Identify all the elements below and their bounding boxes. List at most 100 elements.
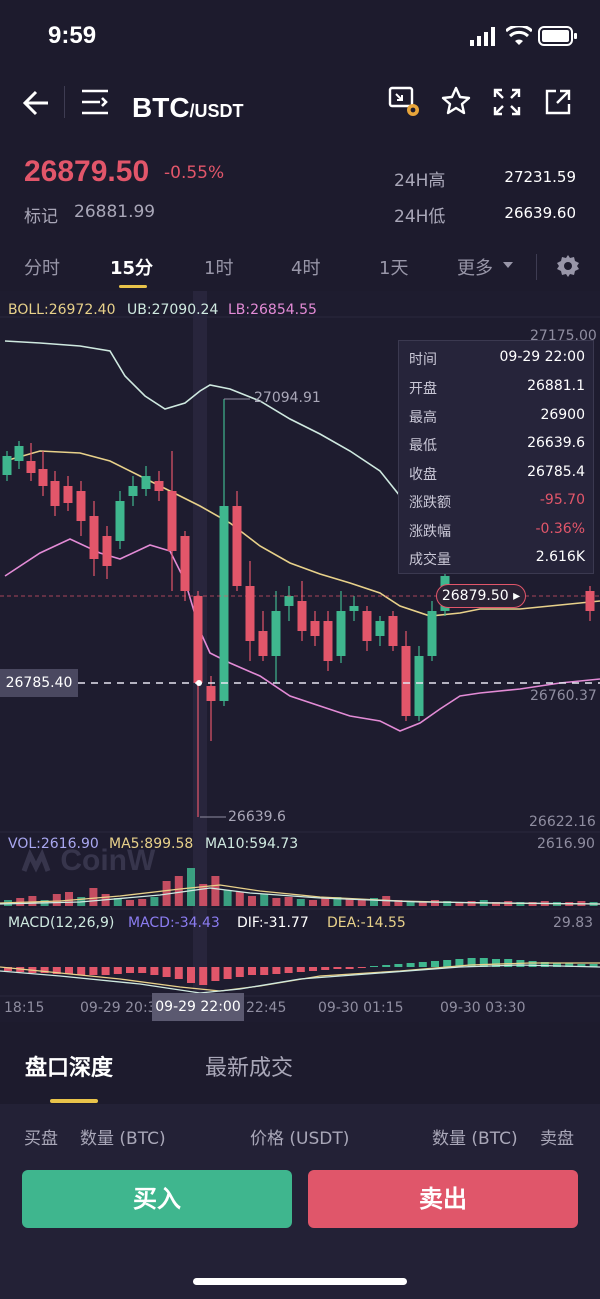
macd-bar (309, 967, 317, 971)
header-divider (64, 86, 65, 118)
macd-value: MACD:-34.43 (128, 915, 220, 931)
candle (349, 606, 359, 611)
candle (258, 631, 268, 656)
macd-bar (577, 964, 586, 967)
macd-bar (235, 967, 244, 977)
macd-bar (113, 967, 122, 974)
candle (193, 596, 203, 683)
volume-bar (309, 900, 317, 906)
candle (245, 586, 255, 641)
gear-icon[interactable] (556, 254, 580, 278)
volume-bar (406, 901, 415, 906)
pair-title[interactable]: BTC/USDT (132, 92, 244, 124)
volume-bar (150, 897, 159, 906)
volume-bar (235, 892, 244, 906)
tooltip-key: 涨跌幅 (409, 524, 451, 540)
macd-bar (418, 962, 427, 967)
macd-bar (40, 967, 49, 973)
ma5-value: MA5:899.58 (109, 836, 194, 852)
macd-bar (296, 967, 305, 972)
tooltip-value: -0.36% (535, 521, 585, 537)
tooltip-key: 成交量 (409, 552, 451, 568)
volume-bar (418, 902, 427, 906)
time-label-4: 09-30 01:15 (318, 1000, 404, 1016)
candle (284, 596, 294, 606)
tab-order-depth[interactable]: 盘口深度 (25, 1056, 114, 1081)
candle (362, 611, 372, 641)
tab-15min[interactable]: 15分 (110, 258, 154, 279)
sell-button[interactable]: 卖出 (308, 1170, 578, 1228)
candle (102, 536, 112, 566)
volume-bar (333, 897, 342, 906)
favorite-star-icon[interactable] (441, 86, 471, 116)
ask-label: 卖盘 (540, 1129, 574, 1149)
chart-settings-icon[interactable] (388, 86, 424, 118)
mark-price-label: 标记 (24, 207, 58, 227)
buy-button[interactable]: 买入 (22, 1170, 292, 1228)
share-icon[interactable] (544, 88, 572, 116)
time-label-5: 09-30 03:30 (440, 1000, 526, 1016)
volume-bar (113, 898, 122, 906)
axis-macd-max: 29.83 (553, 915, 594, 931)
signal-icon (470, 27, 495, 46)
tooltip-key: 开盘 (409, 381, 437, 397)
volume-bar (431, 900, 439, 906)
candle (427, 611, 437, 656)
tab-1d[interactable]: 1天 (379, 258, 409, 279)
tooltip-row: 最低 26639.6 (409, 429, 585, 457)
tab-latest-trades[interactable]: 最新成交 (205, 1056, 294, 1081)
macd-bar (455, 959, 464, 967)
macd-bar (540, 962, 549, 967)
macd-bar (89, 967, 98, 975)
tab-1h[interactable]: 1时 (204, 258, 234, 279)
candle (38, 469, 48, 486)
crosshair-price-tag: 26785.40 (0, 669, 78, 697)
boll-ub-value: UB:27090.24 (127, 302, 219, 318)
boll-middle-line (4, 450, 600, 617)
candle (414, 656, 424, 716)
vol-value: VOL:2616.90 (8, 836, 99, 852)
macd-bar (284, 967, 293, 973)
tab-timeline[interactable]: 分时 (24, 258, 60, 279)
back-arrow-icon[interactable] (22, 90, 50, 116)
low-marker-label: 26639.6 (228, 809, 286, 825)
current-price-tag-text: 26879.50 (441, 588, 509, 604)
macd-label: MACD(12,26,9) (8, 915, 115, 931)
volume-bar (296, 899, 305, 906)
tab-more[interactable]: 更多 (457, 258, 493, 279)
tooltip-row: 开盘 26881.1 (409, 372, 585, 400)
chevron-down-icon (503, 262, 513, 268)
time-label-2: 09-29 20:3 (80, 1000, 157, 1016)
candle (375, 621, 385, 636)
low-24h-value: 26639.60 (504, 204, 576, 222)
pair-base: BTC (132, 92, 190, 123)
menu-icon[interactable] (80, 88, 110, 116)
tab-4h[interactable]: 4时 (291, 258, 321, 279)
fullscreen-icon[interactable] (493, 88, 521, 116)
volume-bar (394, 900, 403, 906)
macd-bar (77, 967, 86, 975)
candle (26, 461, 36, 473)
boll-lower-line (4, 538, 600, 732)
macd-bar (260, 967, 269, 975)
axis-vol-max: 2616.90 (537, 836, 595, 852)
current-price-tag[interactable]: 26879.50 ▸ (436, 584, 526, 608)
bid-label: 买盘 (24, 1129, 58, 1149)
candle (141, 476, 151, 489)
macd-bar (223, 967, 232, 979)
volume-bar (357, 900, 366, 906)
macd-bar (150, 967, 159, 975)
pair-quote: /USDT (189, 101, 244, 121)
tooltip-row: 最高 26900 (409, 401, 585, 429)
macd-bar (272, 967, 281, 974)
tooltip-key: 收盘 (409, 467, 437, 483)
candle (271, 611, 281, 656)
timeframe-tabs: 分时 15分 1时 4时 1天 更多 (0, 244, 600, 290)
status-time: 9:59 (48, 22, 97, 49)
tooltip-value: 26639.6 (527, 435, 585, 451)
boll-lb-value: LB:26854.55 (228, 302, 317, 318)
macd-bar (357, 967, 366, 968)
candle (323, 621, 333, 661)
tabs-divider (536, 254, 537, 280)
volume-bar (28, 896, 37, 906)
